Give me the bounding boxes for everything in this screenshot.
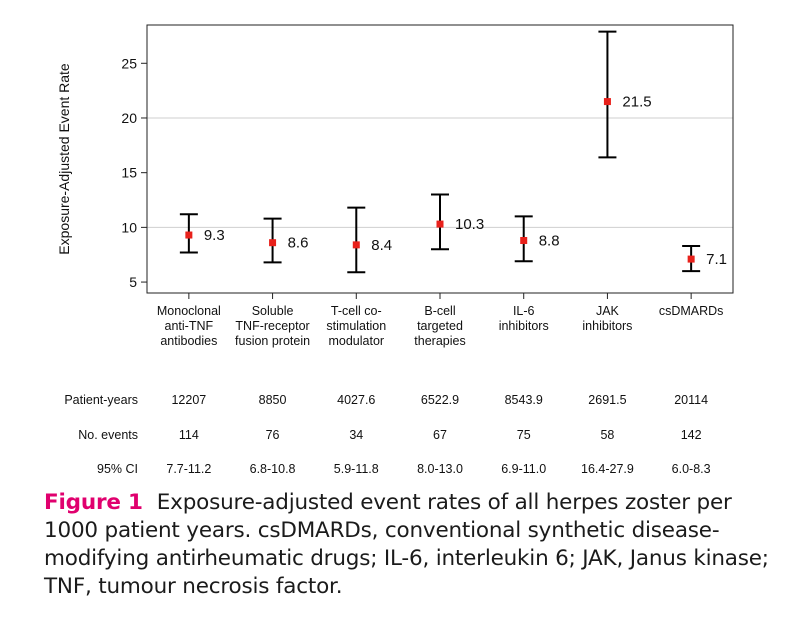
table-cell: 75	[517, 428, 531, 442]
data-label: 21.5	[622, 94, 651, 111]
y-tick-label: 5	[129, 274, 137, 290]
table-cell: 114	[179, 428, 199, 442]
y-axis-label: Exposure-Adjusted Event Rate	[56, 63, 72, 255]
table-cell: 2691.5	[588, 393, 626, 407]
x-category-label: Soluble TNF-receptor fusion protein	[235, 304, 310, 348]
table-row-label: 95% CI	[97, 462, 138, 476]
y-tick-label: 20	[121, 110, 137, 126]
table-cell: 67	[433, 428, 447, 442]
y-tick-label: 10	[121, 219, 137, 235]
table-cell: 6.8-10.8	[250, 462, 296, 476]
plot-area	[146, 24, 734, 294]
data-point	[185, 231, 193, 239]
x-category-label: csDMARDs	[659, 304, 724, 318]
table-cell: 8.0-13.0	[417, 462, 463, 476]
table-cell: 4027.6	[337, 393, 375, 407]
x-category-label: T-cell co-stimulation modulator	[326, 304, 386, 348]
x-category-label: IL-6 inhibitors	[499, 304, 549, 333]
table-cell: 6522.9	[421, 393, 459, 407]
data-point	[520, 236, 528, 244]
data-point	[687, 255, 695, 263]
table-cell: 142	[681, 428, 702, 442]
table-cell: 58	[600, 428, 614, 442]
table-cell: 12207	[171, 393, 206, 407]
data-label: 8.6	[288, 235, 309, 252]
table-cell: 16.4-27.9	[581, 462, 634, 476]
x-category-label: JAK inhibitors	[582, 304, 632, 333]
table-cell: 6.9-11.0	[501, 462, 546, 476]
table-cell: 5.9-11.8	[334, 462, 379, 476]
table-row-label: No. events	[78, 428, 138, 442]
table-row-label: Patient-years	[64, 393, 138, 407]
table-cell: 76	[266, 428, 280, 442]
figure-caption: Figure 1 Exposure-adjusted event rates of…	[44, 489, 784, 601]
y-tick-label: 25	[121, 55, 137, 71]
data-label: 8.4	[371, 237, 392, 254]
chart: 5 10 15 20 25 Exposure-Adjusted Event Rate 9…	[56, 24, 734, 476]
x-category-label: Monoclonal anti-TNF antibodies	[157, 304, 221, 348]
stats-table: Patient-years 12207 8850 4027.6 6522.9 8543.9…	[64, 393, 710, 476]
table-cell: 8543.9	[505, 393, 543, 407]
table-cell: 6.0-8.3	[672, 462, 711, 476]
data-label: 9.3	[204, 227, 225, 244]
data-label: 10.3	[455, 216, 484, 233]
data-point	[269, 239, 277, 247]
data-point	[436, 220, 444, 228]
data-label: 8.8	[539, 232, 560, 249]
x-category-label: B-cell targeted therapies	[414, 304, 465, 348]
data-marks: 9.3 8.6 8.4 10.3 8.8 21.5 7.1	[179, 30, 727, 274]
data-point	[603, 98, 611, 106]
table-cell: 7.7-11.2	[166, 462, 211, 476]
data-point	[352, 241, 360, 249]
y-tick-label: 15	[121, 165, 137, 181]
figure-label: Figure 1	[44, 490, 143, 515]
data-label: 7.1	[706, 251, 727, 268]
x-axis-categories: Monoclonal anti-TNF antibodies Soluble TNF-r…	[157, 304, 724, 348]
table-cell: 20114	[674, 393, 708, 407]
caption-text: Exposure-adjusted event rates of all her…	[44, 490, 769, 599]
y-axis: 5 10 15 20 25	[121, 55, 692, 299]
table-cell: 34	[349, 428, 363, 442]
table-cell: 8850	[259, 393, 287, 407]
